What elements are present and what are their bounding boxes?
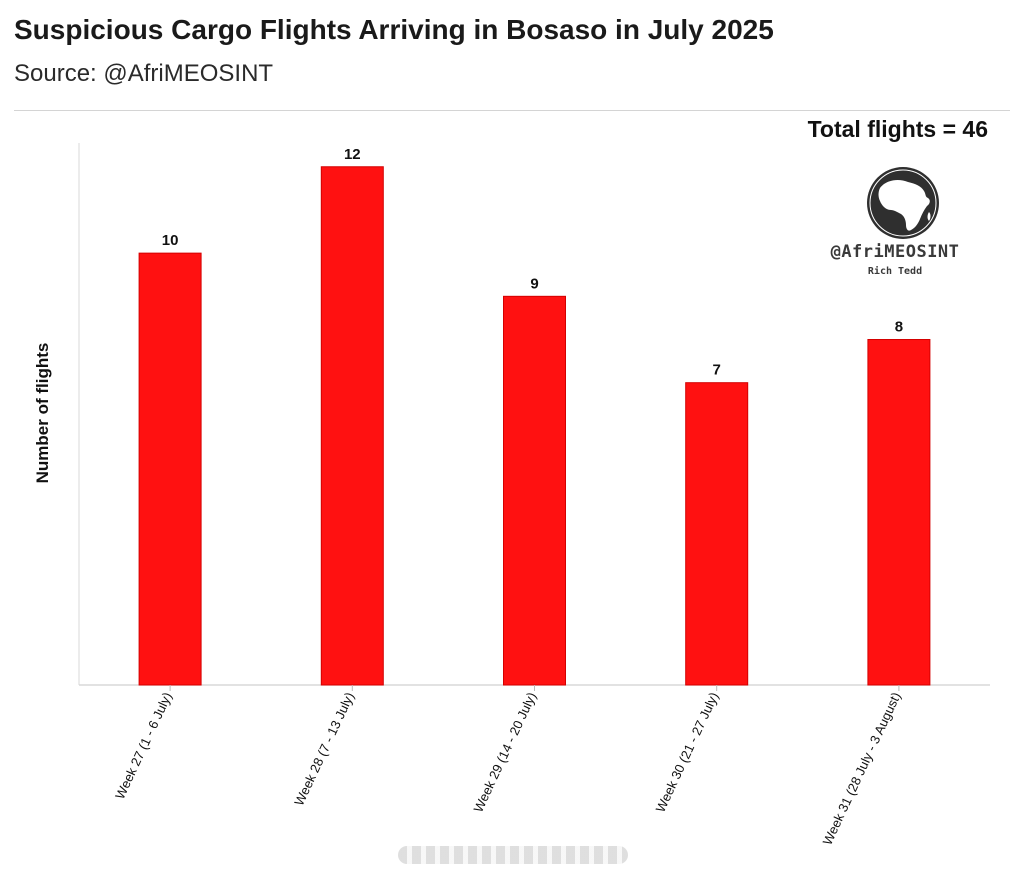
bar-value-label-2: 12 xyxy=(344,146,361,163)
bar-value-label-3: 9 xyxy=(530,275,538,292)
y-axis-label: Number of flights xyxy=(33,343,52,484)
bar-value-label-5: 8 xyxy=(895,319,903,336)
x-tick-label-5: Week 31 (28 July - 3 August) xyxy=(820,690,904,847)
bar-4 xyxy=(685,382,749,686)
bar-3 xyxy=(503,295,566,686)
bar-value-label-1: 10 xyxy=(162,232,179,249)
data-labels-group: 10 12 9 7 8 xyxy=(162,146,903,379)
watermark-handle: @AfriMEOSINT xyxy=(830,242,960,262)
x-tick-label-4: Week 30 (21 - 27 July) xyxy=(653,690,722,815)
bars-group xyxy=(138,166,931,686)
watermark-author: Rich Tedd xyxy=(867,266,923,277)
bar-5 xyxy=(867,339,931,686)
total-flights-annotation: Total flights = 46 xyxy=(807,116,988,142)
x-ticks-group: Week 27 (1 - 6 July) Week 28 (7 - 13 July… xyxy=(112,685,904,847)
watermark-logo: @AfriMEOSINT Rich Tedd xyxy=(800,166,990,284)
chart-title: Suspicious Cargo Flights Arriving in Bos… xyxy=(14,14,774,45)
x-tick-label-3: Week 29 (14 - 20 July) xyxy=(470,690,539,815)
africa-globe-icon xyxy=(867,167,939,239)
x-tick-label-2: Week 28 (7 - 13 July) xyxy=(291,690,357,808)
x-tick-label-1: Week 27 (1 - 6 July) xyxy=(112,690,175,802)
bar-1 xyxy=(138,252,202,686)
bar-2 xyxy=(320,166,384,686)
bar-value-label-4: 7 xyxy=(713,362,721,379)
footer-watermark xyxy=(398,846,628,864)
chart-subtitle: Source: @AfriMEOSINT xyxy=(14,60,274,87)
header-divider xyxy=(14,110,1010,111)
